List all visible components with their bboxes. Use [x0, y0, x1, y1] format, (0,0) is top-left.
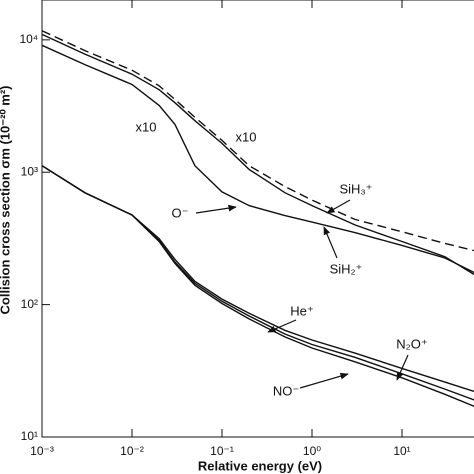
series-line	[41, 30, 474, 252]
y-tick-label: 10⁴	[19, 32, 38, 46]
annotation: x10	[236, 129, 257, 144]
annotation: SiH₂⁺	[330, 261, 363, 276]
x-tick-label: 10⁻³	[30, 444, 54, 458]
annotation-arrow	[267, 319, 297, 333]
x-tick-label: 10⁻¹	[210, 444, 234, 458]
y-axis-title: Collision cross section σm (10⁻²⁰ m²)	[0, 85, 12, 314]
annotation: N₂O⁺	[396, 336, 427, 351]
x-tick-label: 10⁰	[303, 444, 321, 458]
plot-frame	[41, 0, 474, 438]
x-tick-label: 10¹	[393, 444, 410, 458]
x-axis-title: Relative energy (eV)	[198, 458, 322, 473]
annotation: NO⁻	[273, 383, 299, 398]
annotation: O⁻	[172, 205, 189, 220]
y-tick-label: 10¹	[21, 429, 38, 443]
series-line	[41, 44, 474, 274]
annotation-arrow	[195, 204, 237, 214]
annotation: He⁺	[290, 303, 313, 318]
annotation-arrow	[299, 372, 349, 389]
series-line	[41, 165, 474, 393]
annotation-arrow	[326, 199, 351, 214]
y-tick-label: 10³	[21, 164, 38, 178]
annotation: x10	[136, 119, 157, 134]
x-tick-label: 10⁻²	[120, 444, 144, 458]
series-line	[41, 165, 474, 408]
series-line	[41, 33, 474, 276]
annotation: SiH₃⁺	[339, 181, 372, 196]
y-tick-label: 10²	[21, 297, 38, 311]
annotation-arrow	[323, 226, 338, 259]
annotation-arrow	[396, 354, 409, 381]
